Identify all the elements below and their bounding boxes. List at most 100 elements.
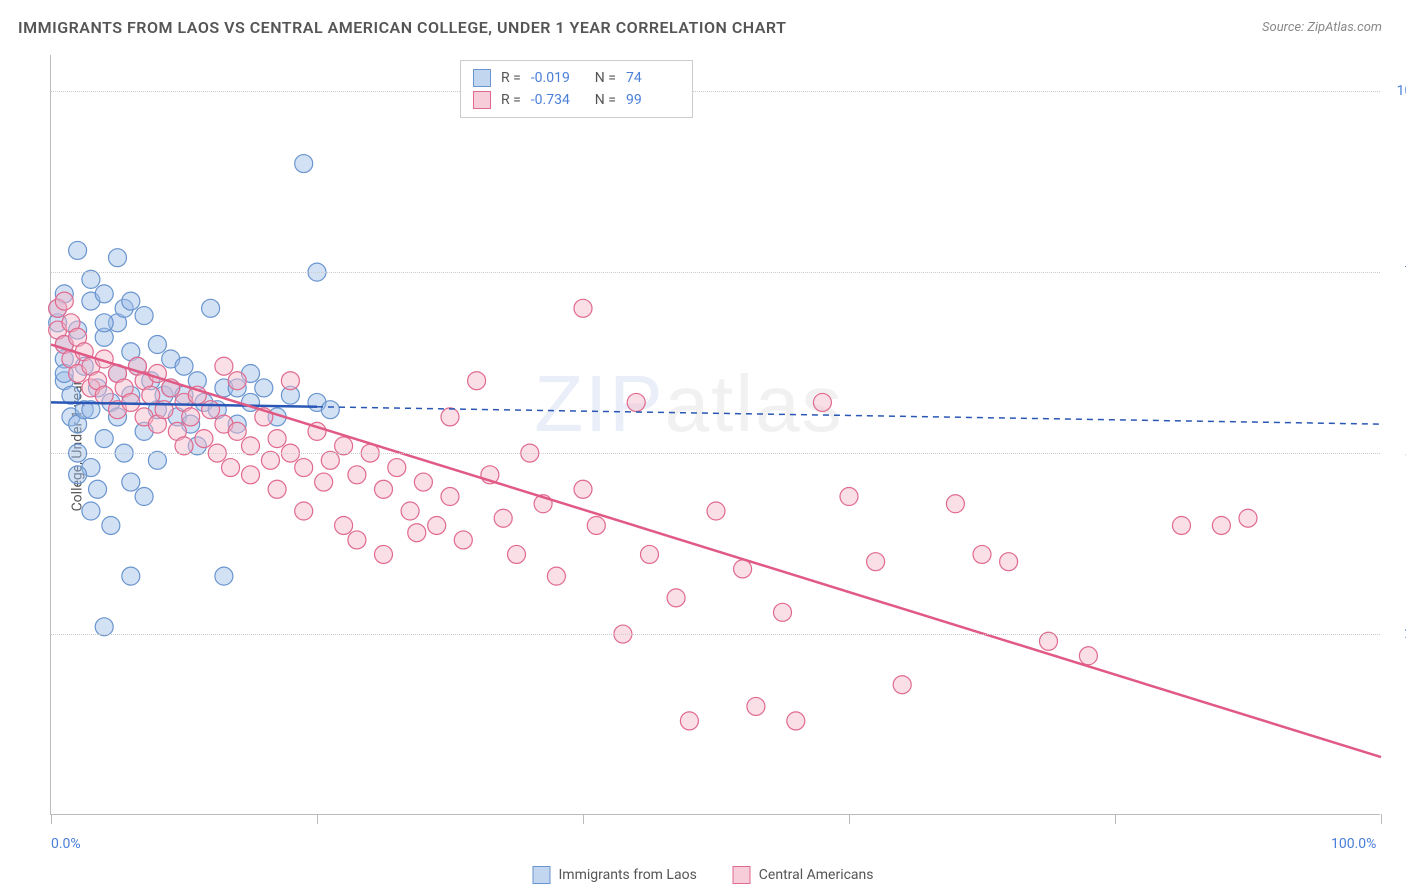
scatter-point xyxy=(680,712,698,730)
scatter-point xyxy=(82,502,100,520)
scatter-point xyxy=(268,480,286,498)
swatch-icon xyxy=(532,866,550,884)
regression-line xyxy=(51,345,1381,758)
scatter-point xyxy=(242,466,260,484)
gridline xyxy=(51,91,1380,92)
stat-value: -0.019 xyxy=(531,70,585,86)
scatter-point xyxy=(893,676,911,694)
stat-value: -0.734 xyxy=(531,92,585,108)
swatch-icon xyxy=(473,69,491,87)
scatter-point xyxy=(734,560,752,578)
scatter-point xyxy=(494,509,512,527)
scatter-point xyxy=(1000,553,1018,571)
scatter-point xyxy=(315,473,333,491)
scatter-point xyxy=(1239,509,1257,527)
scatter-svg xyxy=(51,55,1380,814)
scatter-point xyxy=(182,408,200,426)
scatter-point xyxy=(215,357,233,375)
x-tick xyxy=(1381,814,1382,824)
stat-label: N = xyxy=(595,70,616,86)
stat-value: 99 xyxy=(626,92,680,108)
scatter-point xyxy=(468,372,486,390)
scatter-point xyxy=(122,567,140,585)
scatter-point xyxy=(122,473,140,491)
scatter-point xyxy=(441,488,459,506)
bottom-legend: Immigrants from Laos Central Americans xyxy=(532,866,873,884)
scatter-point xyxy=(574,480,592,498)
scatter-point xyxy=(228,422,246,440)
gridline xyxy=(51,272,1380,273)
scatter-point xyxy=(69,241,87,259)
stat-label: R = xyxy=(501,92,521,108)
scatter-point xyxy=(202,299,220,317)
legend-label: Immigrants from Laos xyxy=(558,867,696,883)
scatter-point xyxy=(281,372,299,390)
scatter-point xyxy=(195,430,213,448)
stat-value: 74 xyxy=(626,70,680,86)
scatter-point xyxy=(508,545,526,563)
scatter-point xyxy=(142,386,160,404)
scatter-point xyxy=(135,307,153,325)
scatter-point xyxy=(375,480,393,498)
x-tick xyxy=(1115,814,1116,824)
scatter-point xyxy=(89,480,107,498)
scatter-point xyxy=(109,249,127,267)
scatter-point xyxy=(95,386,113,404)
scatter-point xyxy=(388,459,406,477)
scatter-point xyxy=(1212,516,1230,534)
scatter-point xyxy=(375,545,393,563)
scatter-point xyxy=(268,430,286,448)
x-tick xyxy=(51,814,52,824)
x-tick xyxy=(317,814,318,824)
scatter-point xyxy=(348,466,366,484)
scatter-point xyxy=(667,589,685,607)
scatter-point xyxy=(222,459,240,477)
scatter-point xyxy=(215,567,233,585)
legend-item: Immigrants from Laos xyxy=(532,866,696,884)
scatter-point xyxy=(95,285,113,303)
scatter-point xyxy=(414,473,432,491)
y-tick-label: 100.0% xyxy=(1397,83,1406,99)
scatter-point xyxy=(295,459,313,477)
scatter-point xyxy=(55,292,73,310)
scatter-point xyxy=(348,531,366,549)
stats-row: R = -0.734 N = 99 xyxy=(473,89,680,111)
legend-label: Central Americans xyxy=(759,867,874,883)
scatter-point xyxy=(1079,647,1097,665)
stat-label: N = xyxy=(595,92,616,108)
scatter-point xyxy=(255,379,273,397)
scatter-point xyxy=(102,516,120,534)
scatter-point xyxy=(867,553,885,571)
scatter-point xyxy=(946,495,964,513)
scatter-point xyxy=(295,502,313,520)
scatter-point xyxy=(973,545,991,563)
chart-plot-area: ZIPatlas 25.0%50.0%75.0%100.0%0.0%100.0% xyxy=(50,55,1380,815)
stats-row: R = -0.019 N = 74 xyxy=(473,67,680,89)
scatter-point xyxy=(135,488,153,506)
scatter-point xyxy=(641,545,659,563)
scatter-point xyxy=(95,314,113,332)
swatch-icon xyxy=(473,91,491,109)
scatter-point xyxy=(69,466,87,484)
scatter-point xyxy=(587,516,605,534)
scatter-point xyxy=(747,697,765,715)
scatter-point xyxy=(148,336,166,354)
scatter-point xyxy=(840,488,858,506)
gridline xyxy=(51,634,1380,635)
regression-line-dashed xyxy=(317,407,1381,424)
x-tick xyxy=(849,814,850,824)
correlation-stats-box: R = -0.019 N = 74 R = -0.734 N = 99 xyxy=(460,60,693,118)
scatter-point xyxy=(813,393,831,411)
scatter-point xyxy=(574,299,592,317)
legend-item: Central Americans xyxy=(733,866,874,884)
scatter-point xyxy=(175,357,193,375)
scatter-point xyxy=(441,408,459,426)
source-attribution: Source: ZipAtlas.com xyxy=(1262,20,1382,35)
scatter-point xyxy=(547,567,565,585)
x-tick-label: 100.0% xyxy=(1331,836,1376,852)
stat-label: R = xyxy=(501,70,521,86)
gridline xyxy=(51,453,1380,454)
scatter-point xyxy=(408,524,426,542)
scatter-point xyxy=(321,401,339,419)
scatter-point xyxy=(335,516,353,534)
